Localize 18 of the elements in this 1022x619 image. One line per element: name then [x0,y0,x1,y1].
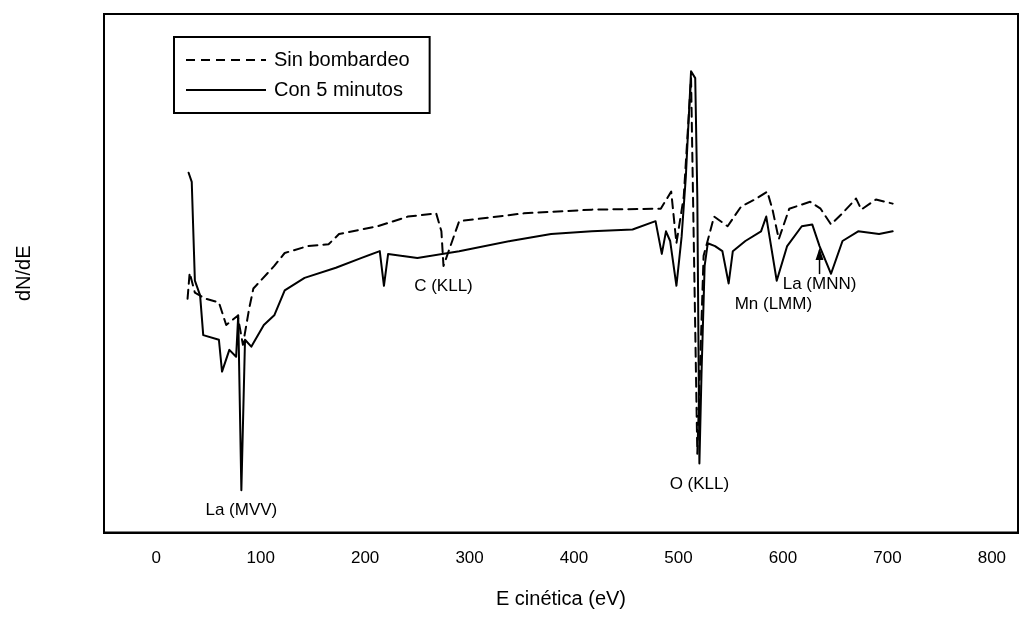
x-tick-label: 200 [350,548,380,568]
annotation: La (MVV) [205,500,278,520]
annotation: C (KLL) [414,276,473,296]
x-tick-label: 800 [977,548,1007,568]
y-axis-title: dN/dE [11,245,34,302]
x-tick-label: 300 [455,548,484,568]
x-tick-label: 0 [151,548,161,568]
x-tick-label: 500 [664,548,693,568]
x-tick-label: 100 [246,548,275,568]
x-axis-title: E cinética (eV) [495,586,627,609]
legend-label: Sin bombardeo [274,47,410,70]
x-tick-label: 700 [873,548,902,568]
x-tick-label: 600 [768,548,798,568]
annotation: O (KLL) [669,473,730,493]
legend-label: Con 5 minutos [274,77,403,100]
annotation: La (MNN) [782,274,857,294]
x-tick-label: 400 [559,548,589,568]
annotation: Mn (LMM) [734,293,813,313]
